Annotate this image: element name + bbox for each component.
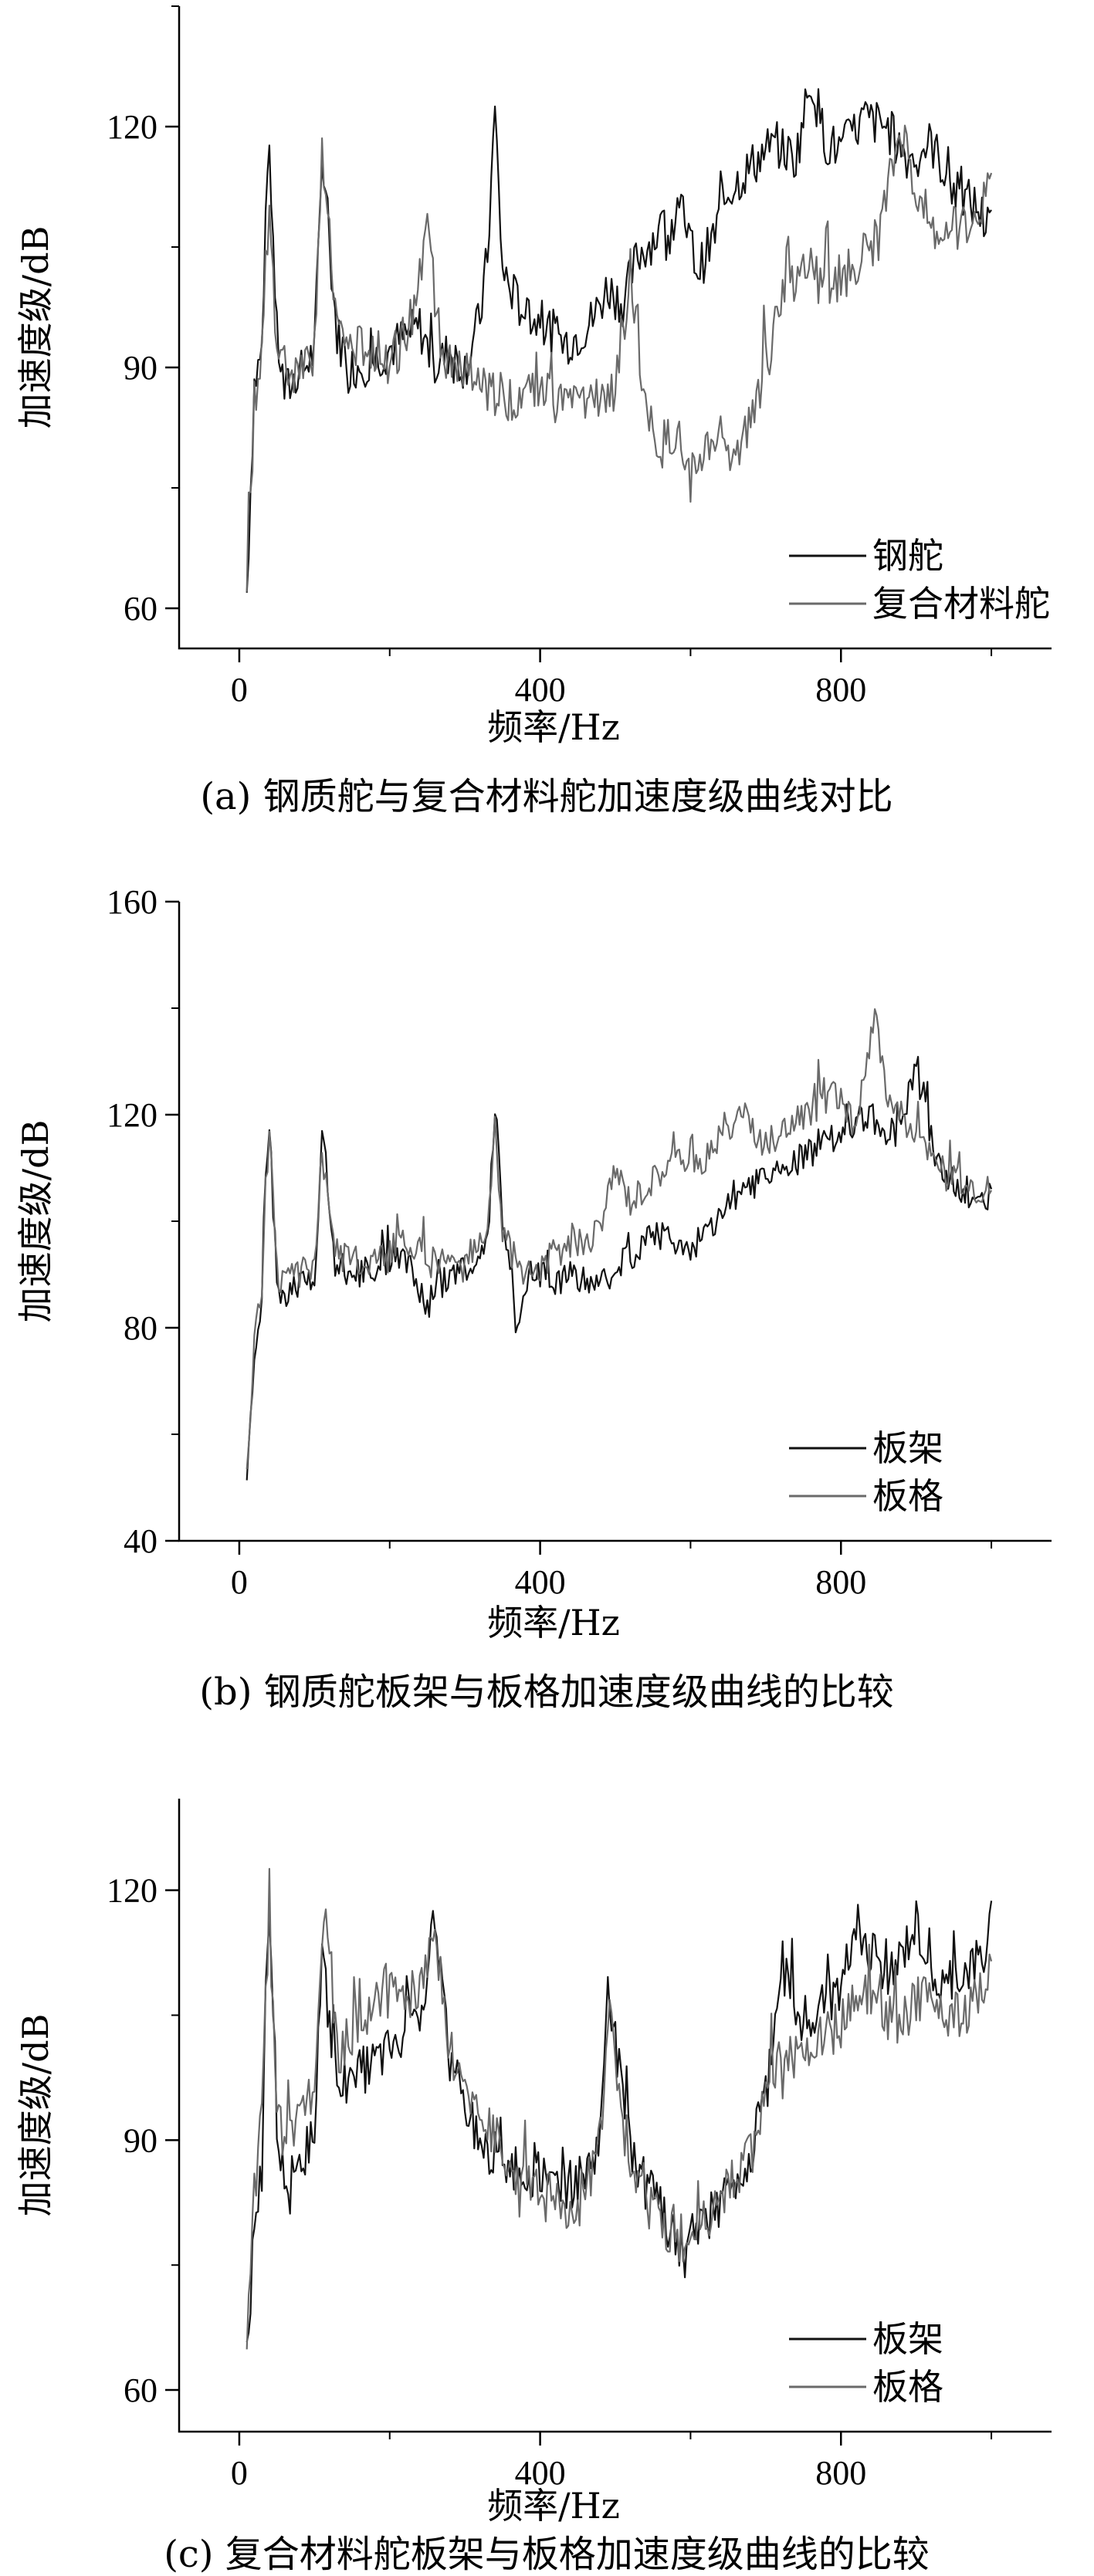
series-line-1	[246, 88, 992, 593]
x-tick-label: 0	[231, 671, 248, 709]
legend-label: 复合材料舵	[872, 583, 1050, 625]
y-tick-label: 120	[107, 1872, 157, 1910]
series-line-1	[246, 1055, 993, 1481]
chart-caption: (a) 钢质舵与复合材料舵加速度级曲线对比	[200, 775, 892, 818]
y-axis-title: 加速度级/dB	[15, 1120, 56, 1323]
chart-caption: (c) 复合材料舵板架与板格加速度级曲线的比较	[164, 2533, 930, 2576]
y-tick-label: 90	[124, 349, 157, 387]
y-tick-label: 120	[107, 1096, 157, 1134]
legend-label: 板格	[872, 2366, 943, 2408]
x-axis-title: 频率/Hz	[487, 1602, 620, 1643]
series-line-1	[246, 1900, 993, 2343]
y-tick-label: 90	[124, 2121, 157, 2159]
x-tick-label: 800	[815, 671, 866, 709]
legend-label: 板架	[872, 1427, 943, 1469]
y-tick-label: 120	[107, 108, 157, 146]
y-tick-label: 40	[124, 1522, 157, 1560]
y-tick-label: 160	[107, 883, 157, 921]
y-tick-label: 60	[124, 2371, 157, 2409]
x-tick-label: 800	[815, 1563, 866, 1601]
legend-label: 板格	[872, 1475, 943, 1517]
y-axis-title: 加速度级/dB	[15, 226, 56, 429]
series-line-2	[246, 1008, 993, 1470]
y-tick-label: 60	[124, 590, 157, 628]
x-tick-label: 400	[515, 2454, 566, 2492]
series-line-2	[246, 124, 993, 592]
y-tick-label: 80	[124, 1309, 157, 1347]
x-tick-label: 0	[231, 2454, 248, 2492]
x-tick-label: 0	[231, 1563, 248, 1601]
y-axis-title: 加速度级/dB	[15, 2014, 56, 2217]
x-axis-title: 频率/Hz	[487, 706, 620, 748]
series-line-2	[246, 1867, 993, 2350]
x-tick-label: 400	[515, 1563, 566, 1601]
x-tick-label: 400	[515, 671, 566, 709]
axis-frame	[178, 6, 1052, 650]
x-axis-title: 频率/Hz	[487, 2485, 620, 2527]
legend-label: 板架	[872, 2318, 943, 2360]
axis-frame	[178, 1799, 1052, 2433]
chart-caption: (b) 钢质舵板架与板格加速度级曲线的比较	[199, 1671, 893, 1714]
legend-label: 钢舵	[872, 535, 943, 577]
x-tick-label: 800	[815, 2454, 866, 2492]
